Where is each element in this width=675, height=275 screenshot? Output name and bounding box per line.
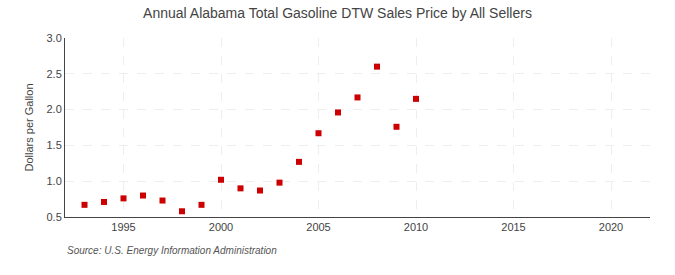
svg-text:2010: 2010 bbox=[404, 221, 428, 233]
svg-text:Source: U.S. Energy Informatio: Source: U.S. Energy Information Administ… bbox=[67, 245, 277, 256]
svg-text:2000: 2000 bbox=[209, 221, 233, 233]
svg-text:2.5: 2.5 bbox=[47, 68, 62, 80]
svg-text:1.5: 1.5 bbox=[47, 139, 62, 151]
svg-text:0.5: 0.5 bbox=[47, 211, 62, 223]
svg-text:Dollars per Gallon: Dollars per Gallon bbox=[23, 83, 35, 171]
svg-text:2015: 2015 bbox=[501, 221, 525, 233]
svg-text:2.0: 2.0 bbox=[47, 103, 62, 115]
svg-text:3.0: 3.0 bbox=[47, 32, 62, 44]
svg-text:Annual Alabama Total Gasoline: Annual Alabama Total Gasoline DTW Sales … bbox=[143, 5, 532, 21]
svg-text:1995: 1995 bbox=[111, 221, 135, 233]
svg-text:1.0: 1.0 bbox=[47, 175, 62, 187]
svg-text:2005: 2005 bbox=[306, 221, 330, 233]
svg-text:2020: 2020 bbox=[599, 221, 623, 233]
